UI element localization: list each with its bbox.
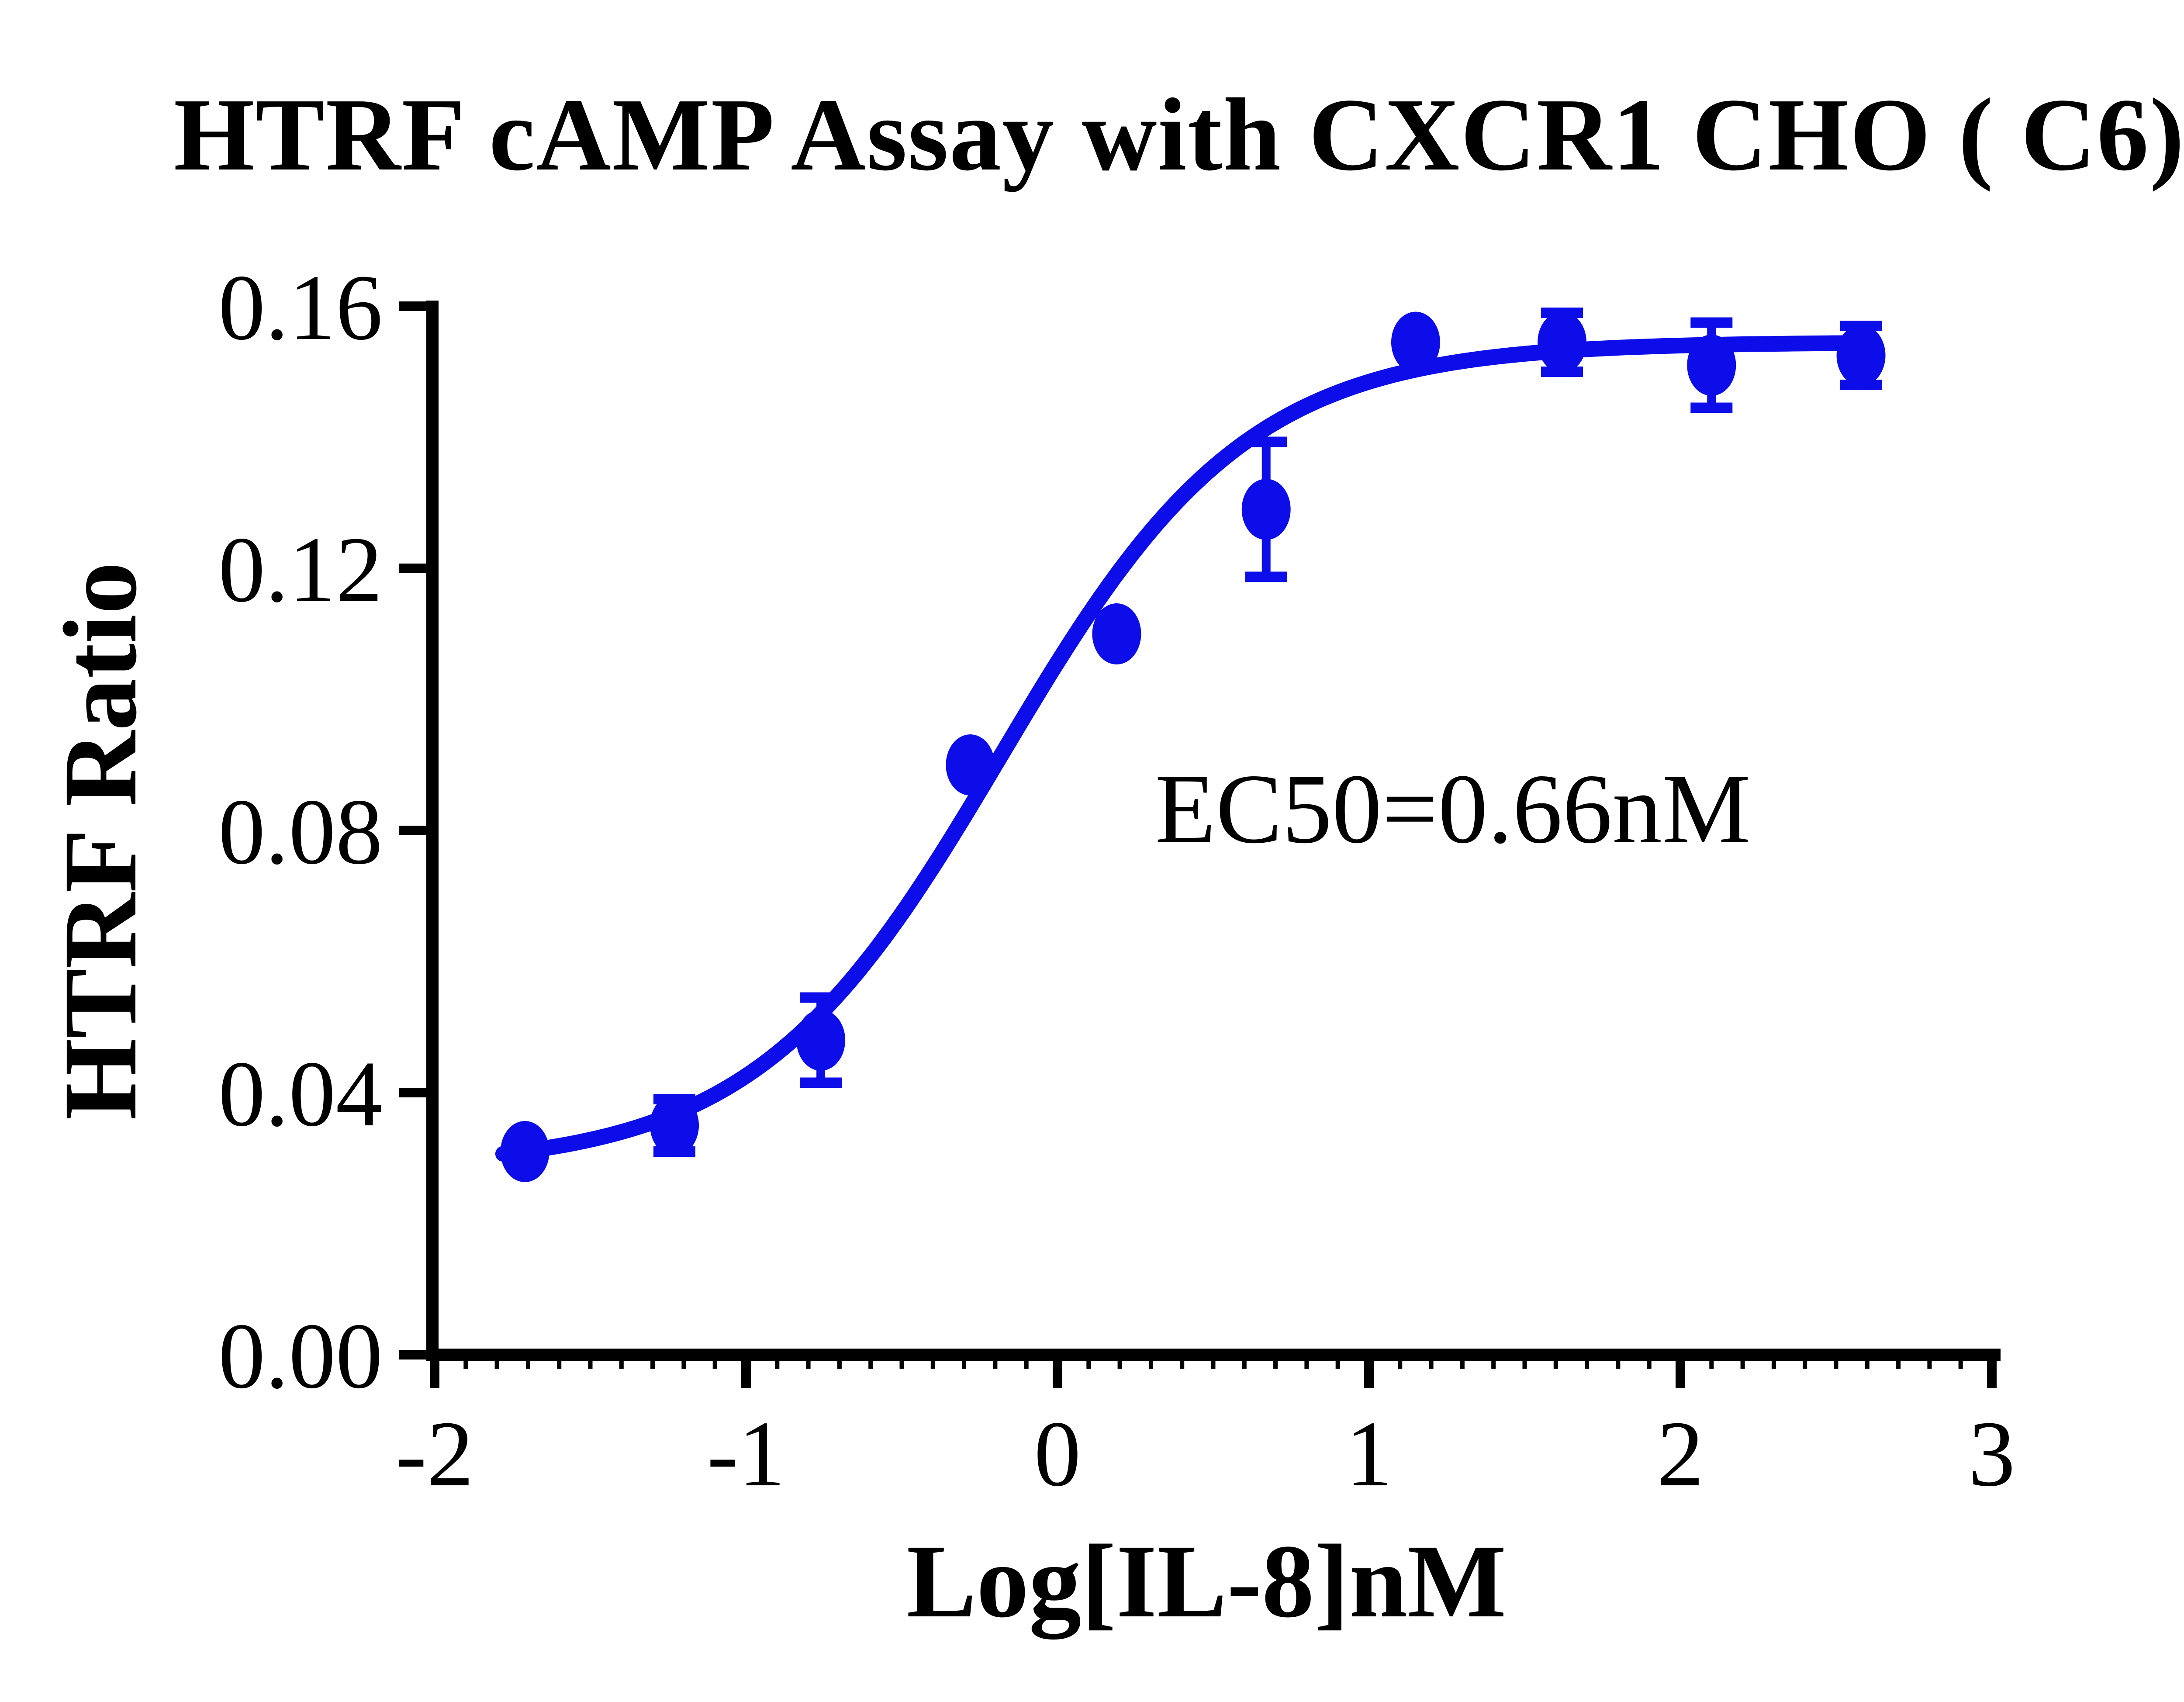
x-minor-tick (1242, 1361, 1247, 1369)
x-minor-tick (1771, 1361, 1776, 1369)
ec50-annotation: EC50=0.66nM (1155, 754, 1751, 864)
data-point-marker (1241, 479, 1291, 540)
data-point-marker (500, 1121, 549, 1182)
data-point-marker (1836, 325, 1886, 386)
x-minor-tick (712, 1361, 717, 1369)
x-tick-label: -1 (707, 1401, 785, 1506)
x-minor-tick (962, 1361, 967, 1369)
x-minor-tick (1553, 1361, 1558, 1369)
data-point-marker (946, 734, 995, 796)
x-minor-tick (930, 1361, 935, 1369)
y-tick-label: 0.16 (218, 255, 383, 360)
x-minor-tick (1117, 1361, 1122, 1369)
data-series (500, 311, 1886, 1182)
x-minor-tick (1896, 1361, 1901, 1369)
x-minor-tick (619, 1361, 624, 1369)
data-point-marker (1092, 603, 1141, 664)
y-tick (399, 1088, 426, 1097)
x-minor-tick (1024, 1361, 1029, 1369)
y-tick-label: 0.04 (218, 1041, 383, 1146)
y-axis (399, 301, 439, 1361)
x-minor-tick (525, 1361, 530, 1369)
x-minor-tick (1180, 1361, 1185, 1369)
y-axis-title: HTRF Ratio (42, 562, 158, 1120)
x-minor-tick (557, 1361, 562, 1369)
x-minor-tick (1740, 1361, 1745, 1369)
x-major-tick (430, 1361, 439, 1388)
x-minor-tick (1709, 1361, 1714, 1369)
x-minor-tick (681, 1361, 686, 1369)
x-minor-tick (993, 1361, 998, 1369)
x-minor-tick (1958, 1361, 1963, 1369)
x-minor-tick (868, 1361, 873, 1369)
x-minor-tick (1086, 1361, 1091, 1369)
x-minor-tick (1834, 1361, 1838, 1369)
y-tick-label: 0.00 (218, 1304, 383, 1408)
y-tick (399, 301, 426, 311)
x-axis-title: Log[IL-8]nM (906, 1523, 1506, 1640)
data-point-marker (1538, 311, 1587, 373)
x-minor-tick (1927, 1361, 1932, 1369)
x-minor-tick (1522, 1361, 1527, 1369)
x-tick-label: 2 (1657, 1401, 1704, 1506)
x-minor-tick (1460, 1361, 1465, 1369)
error-bar-cap-bottom (800, 1077, 842, 1088)
y-tick (399, 564, 426, 573)
x-minor-tick (588, 1361, 593, 1369)
error-bar-cap-top (1690, 317, 1733, 328)
x-minor-tick (1647, 1361, 1652, 1369)
x-tick-label: -2 (395, 1401, 473, 1506)
x-minor-tick (775, 1361, 780, 1369)
y-tick-label: 0.08 (218, 779, 383, 884)
data-point-marker (796, 1010, 846, 1071)
x-minor-tick (463, 1361, 468, 1369)
x-tick-label: 3 (1968, 1401, 2015, 1506)
data-point-marker (1687, 335, 1736, 396)
x-major-tick (741, 1361, 751, 1388)
x-minor-tick (899, 1361, 904, 1369)
x-tick-label: 1 (1345, 1401, 1393, 1506)
x-minor-tick (1335, 1361, 1340, 1369)
x-minor-tick (837, 1361, 842, 1369)
x-tick-label: 0 (1034, 1401, 1081, 1506)
x-minor-tick (1585, 1361, 1590, 1369)
error-bar-cap-bottom (1245, 571, 1287, 582)
data-point-marker (1391, 311, 1440, 373)
data-point-marker (650, 1095, 699, 1156)
x-major-tick (1053, 1361, 1062, 1388)
x-minor-tick (1616, 1361, 1621, 1369)
x-major-tick (1364, 1361, 1374, 1388)
fit-curve (495, 335, 1882, 1162)
x-minor-tick (1491, 1361, 1496, 1369)
fit-curve-path (495, 335, 1882, 1162)
x-major-tick (1676, 1361, 1685, 1388)
x-minor-tick (1273, 1361, 1278, 1369)
x-minor-tick (1865, 1361, 1870, 1369)
x-minor-tick (1211, 1361, 1216, 1369)
y-tick-label: 0.12 (218, 517, 383, 622)
y-tick (399, 826, 426, 835)
x-axis (426, 1349, 2001, 1388)
tick-labels: 0.00 0.04 0.08 0.12 0.16 -2 -1 0 1 2 3 (218, 255, 2015, 1506)
x-minor-tick (1148, 1361, 1153, 1369)
x-major-tick (1987, 1361, 1997, 1388)
x-minor-tick (494, 1361, 499, 1369)
x-minor-tick (650, 1361, 655, 1369)
x-axis-line (426, 1349, 2001, 1361)
x-minor-tick (1304, 1361, 1309, 1369)
x-minor-tick (806, 1361, 811, 1369)
chart-title: HTRF cAMP Assay with CXCR1 CHO ( C6) (174, 77, 2184, 192)
x-minor-tick (1803, 1361, 1807, 1369)
error-bar-cap-bottom (1690, 402, 1733, 413)
y-axis-line (426, 301, 439, 1361)
y-tick (399, 1350, 426, 1360)
x-minor-tick (1398, 1361, 1403, 1369)
x-minor-tick (1429, 1361, 1434, 1369)
